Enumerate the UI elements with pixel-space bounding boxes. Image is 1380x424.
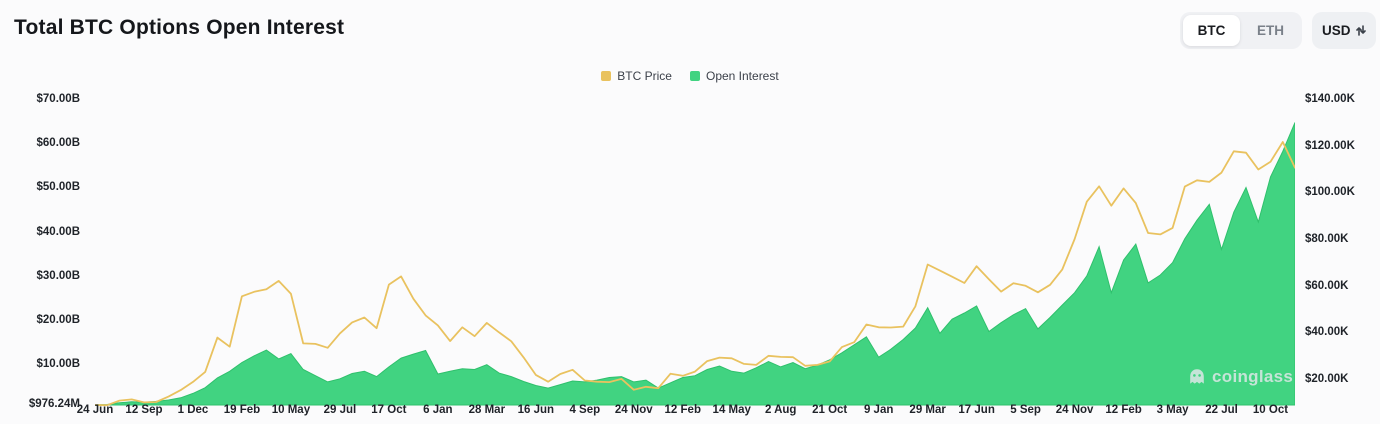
- open-interest-area-series: [95, 122, 1295, 406]
- left-axis-tick: $50.00B: [36, 181, 80, 194]
- x-axis-tick: 1 Dec: [177, 404, 209, 416]
- btc-price-swatch-icon: [601, 71, 612, 81]
- open-interest-swatch-icon: [689, 71, 700, 81]
- asset-toggle-eth[interactable]: ETH: [1242, 15, 1299, 46]
- page-title: Total BTC Options Open Interest: [14, 16, 345, 39]
- legend-label: BTC Price: [617, 69, 672, 83]
- x-axis-tick: 14 May: [712, 404, 751, 416]
- x-axis-tick: 21 Oct: [812, 404, 848, 416]
- x-axis-tick: 28 Mar: [468, 404, 506, 416]
- x-axis-tick: 2 Aug: [764, 404, 797, 416]
- right-axis-tick: $60.00K: [1305, 279, 1349, 292]
- chart-legend: BTC Price Open Interest: [0, 69, 1380, 83]
- left-axis-tick: $70.00B: [36, 93, 80, 105]
- right-axis-tick: $140.00K: [1305, 93, 1355, 105]
- left-axis-tick: $40.00B: [36, 225, 80, 238]
- legend-label: Open Interest: [705, 69, 779, 83]
- x-axis-tick: 16 Jun: [517, 404, 555, 416]
- currency-selector-value: USD: [1322, 23, 1351, 38]
- right-axis-tick: $80.00K: [1305, 233, 1349, 245]
- chart-plot-area[interactable]: [95, 95, 1295, 410]
- asset-toggle-btc[interactable]: BTC: [1183, 15, 1240, 46]
- legend-item-btc-price[interactable]: BTC Price: [601, 69, 672, 83]
- x-axis-tick: 17 Oct: [371, 404, 407, 416]
- currency-selector[interactable]: USD: [1312, 12, 1376, 49]
- left-axis-tick: $60.00B: [36, 137, 80, 150]
- x-axis-tick: 22 Jul: [1205, 404, 1238, 416]
- x-axis-tick: 24 Nov: [614, 404, 653, 416]
- left-axis-tick: $30.00B: [36, 269, 80, 282]
- x-axis-tick: 24 Nov: [1055, 404, 1094, 416]
- x-axis-tick: 3 May: [1156, 404, 1189, 416]
- left-axis-tick: $976.24M: [28, 398, 80, 410]
- btc-price-line-series: [95, 141, 1295, 407]
- x-axis-tick: 6 Jan: [423, 404, 453, 416]
- x-axis-tick: 4 Sep: [569, 404, 601, 416]
- x-axis-tick: 10 May: [271, 404, 311, 416]
- right-axis-tick: $120.00K: [1305, 139, 1355, 152]
- x-axis-tick: 12 Sep: [125, 404, 163, 416]
- x-axis-tick: 12 Feb: [664, 404, 701, 416]
- legend-item-open-interest[interactable]: Open Interest: [689, 69, 779, 83]
- right-axis-tick: $40.00K: [1305, 326, 1349, 339]
- asset-toggle: BTC ETH: [1180, 12, 1302, 49]
- right-axis-tick: $20.00K: [1305, 373, 1349, 386]
- left-axis-tick: $10.00B: [36, 358, 80, 371]
- x-axis-tick: 24 Jun: [76, 404, 114, 416]
- x-axis-tick: 17 Jun: [958, 404, 995, 416]
- x-axis-tick: 29 Mar: [909, 404, 946, 416]
- x-axis-tick: 12 Feb: [1105, 404, 1142, 416]
- x-axis-tick: 10 Oct: [1252, 404, 1289, 416]
- right-axis-tick: $100.00K: [1305, 186, 1355, 199]
- x-axis-tick: 19 Feb: [223, 404, 261, 416]
- up-down-arrows-icon: [1355, 24, 1366, 37]
- x-axis-tick: 29 Jul: [323, 404, 357, 416]
- x-axis-tick: 5 Sep: [1010, 404, 1041, 416]
- left-axis-tick: $20.00B: [36, 313, 80, 326]
- x-axis-tick: 9 Jan: [863, 404, 894, 416]
